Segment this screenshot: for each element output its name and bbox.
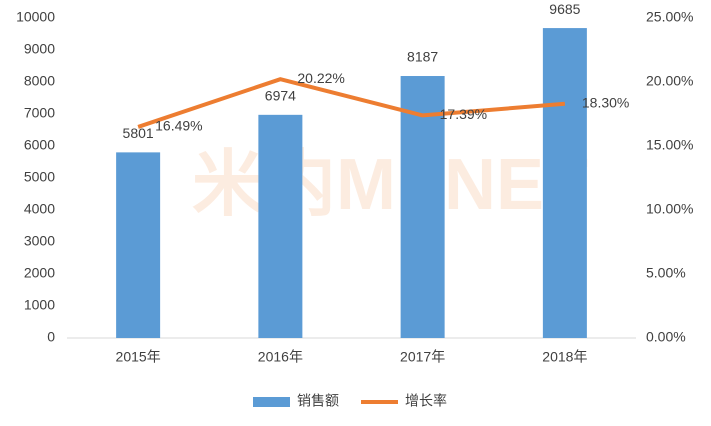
bar-value-label: 8187 — [407, 49, 438, 65]
y-tick-label: 2000 — [24, 265, 55, 281]
bar — [116, 152, 161, 338]
y-tick-label: 4000 — [24, 201, 55, 217]
legend-label: 销售额 — [297, 393, 339, 409]
bar-value-label: 9685 — [549, 1, 580, 17]
x-tick-label: 2017年 — [400, 349, 445, 365]
y-tick-label: 8000 — [24, 73, 55, 89]
y2-tick-label: 25.00% — [646, 9, 693, 25]
y-tick-label: 10000 — [16, 9, 55, 25]
line-value-label: 20.22% — [297, 70, 344, 86]
x-tick-label: 2015年 — [116, 349, 161, 365]
y2-tick-label: 20.00% — [646, 73, 693, 89]
bar-value-label: 6974 — [265, 88, 296, 104]
y-tick-label: 3000 — [24, 233, 55, 249]
y-tick-label: 1000 — [24, 297, 55, 313]
y-tick-label: 5000 — [24, 169, 55, 185]
bar-value-label: 5801 — [123, 125, 154, 141]
x-tick-label: 2016年 — [258, 349, 303, 365]
bar — [258, 114, 303, 338]
legend-swatch — [253, 397, 290, 407]
bar — [542, 28, 587, 339]
y-tick-label: 9000 — [24, 41, 55, 57]
x-tick-label: 2018年 — [542, 349, 587, 365]
line-value-label: 18.30% — [582, 94, 629, 110]
watermark: 米内MENET — [192, 145, 588, 225]
y-tick-label: 7000 — [24, 105, 55, 121]
y2-tick-label: 15.00% — [646, 137, 693, 153]
y-tick-label: 6000 — [24, 137, 55, 153]
y2-tick-label: 10.00% — [646, 201, 693, 217]
y2-tick-label: 0.00% — [646, 329, 686, 345]
y-tick-label: 0 — [47, 329, 55, 345]
line-value-label: 16.49% — [155, 118, 202, 134]
line-value-label: 17.39% — [440, 106, 487, 122]
y2-tick-label: 5.00% — [646, 265, 686, 281]
bar — [400, 76, 445, 339]
legend-label: 增长率 — [405, 393, 447, 409]
line — [137, 77, 566, 129]
